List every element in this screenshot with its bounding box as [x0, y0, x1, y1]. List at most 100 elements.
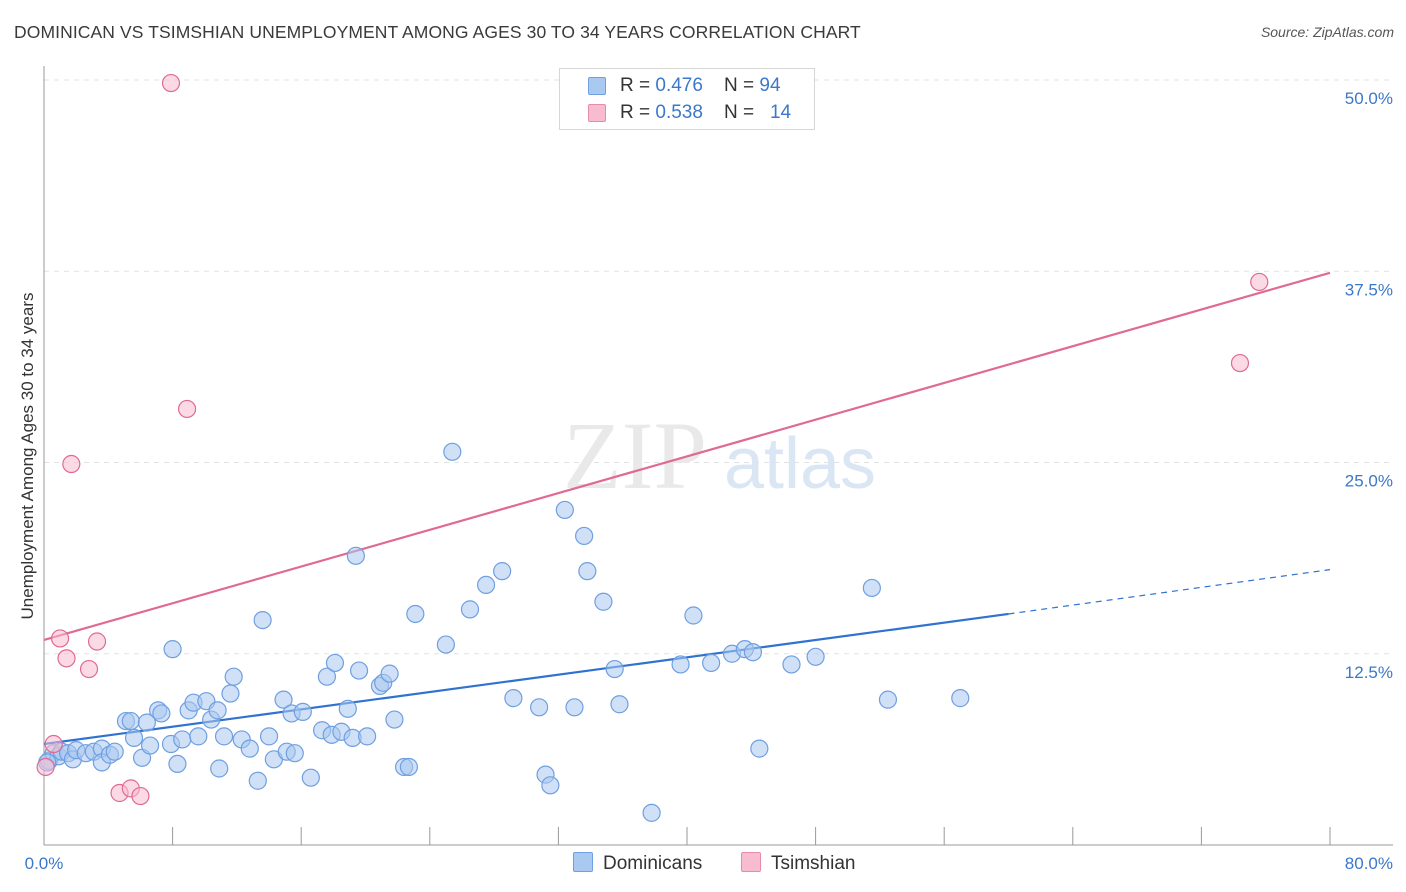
- point-tsimshian: [1250, 272, 1269, 292]
- source-label: Source: ZipAtlas.com: [1260, 24, 1394, 40]
- watermark-atlas: atlas: [724, 424, 876, 504]
- point-dominicans: [189, 727, 208, 746]
- point-dominicans: [173, 730, 192, 749]
- point-dominicans: [293, 702, 312, 721]
- point-dominicans: [605, 659, 624, 679]
- point-dominicans: [642, 803, 661, 822]
- point-tsimshian: [87, 632, 107, 651]
- legend-n-label: N =: [724, 102, 760, 123]
- legend-r-value: 0.538: [655, 102, 703, 123]
- point-dominicans: [224, 667, 243, 686]
- point-dominicans: [358, 727, 377, 746]
- legend-r-label: R =: [620, 75, 656, 96]
- point-tsimshian: [62, 454, 81, 474]
- point-dominicans: [152, 704, 171, 723]
- point-dominicans: [163, 640, 182, 659]
- y-tick-label: 25.0%: [1345, 472, 1393, 491]
- watermark: ZIP atlas: [563, 402, 876, 509]
- watermark-zip: ZIP: [563, 402, 707, 509]
- point-dominicans: [208, 701, 227, 720]
- point-dominicans: [140, 736, 160, 755]
- point-dominicans: [951, 689, 970, 708]
- chart-title: DOMINICAN VS TSIMSHIAN UNEMPLOYMENT AMON…: [14, 22, 861, 42]
- bottom-legend-label: Dominicans: [603, 853, 703, 874]
- y-axis-label: Unemployment Among Ages 30 to 34 years: [18, 292, 37, 620]
- point-dominicans: [349, 661, 369, 680]
- point-tsimshian: [36, 757, 55, 777]
- point-dominicans: [274, 690, 293, 709]
- bottom-legend-dominicans: Dominicans: [573, 852, 702, 875]
- point-dominicans: [121, 711, 140, 731]
- point-dominicans: [493, 562, 512, 581]
- point-dominicans: [806, 647, 825, 666]
- point-dominicans: [565, 698, 584, 717]
- y-tick-label: 37.5%: [1345, 280, 1393, 299]
- point-dominicans: [782, 655, 801, 674]
- point-tsimshian: [161, 73, 181, 93]
- legend-n-value: 14: [769, 102, 792, 123]
- point-tsimshian: [79, 659, 99, 679]
- bottom-legend-swatch-pink: [741, 852, 761, 872]
- point-dominicans: [530, 698, 549, 717]
- point-dominicans: [259, 727, 279, 746]
- bottom-legend-tsimshian: Tsimshian: [741, 852, 855, 875]
- point-dominicans: [702, 653, 721, 673]
- trend-line-tsimshian: [43, 271, 1331, 642]
- point-dominicans: [578, 562, 597, 581]
- point-dominicans: [743, 643, 763, 662]
- point-dominicans: [436, 635, 455, 654]
- point-tsimshian: [177, 399, 197, 419]
- point-dominicans: [504, 689, 523, 708]
- point-tsimshian: [44, 734, 63, 754]
- point-dominicans: [671, 655, 690, 674]
- point-dominicans: [476, 575, 496, 595]
- point-tsimshian: [1230, 353, 1250, 373]
- point-dominicans: [541, 776, 560, 795]
- legend: R = 0.476 N = 94 R = 0.538 N = 14: [559, 68, 815, 130]
- point-dominicans: [301, 768, 320, 787]
- point-dominicans: [610, 695, 629, 714]
- point-dominicans: [317, 667, 337, 686]
- point-dominicans: [124, 728, 144, 748]
- y-tick-label: 50.0%: [1345, 89, 1393, 108]
- point-dominicans: [878, 690, 898, 709]
- point-dominicans: [575, 526, 594, 546]
- legend-r-value: 0.476: [655, 75, 703, 96]
- legend-n-label: N =: [724, 75, 760, 96]
- point-tsimshian: [50, 629, 70, 648]
- grid-lines: [44, 79, 1393, 655]
- point-dominicans: [684, 606, 703, 625]
- x-tick-label: 0.0%: [25, 854, 64, 873]
- x-tick-label: 80.0%: [1345, 854, 1393, 873]
- y-tick-label: 12.5%: [1345, 663, 1393, 682]
- point-dominicans: [443, 442, 462, 461]
- legend-r-label: R =: [620, 102, 656, 123]
- point-dominicans: [253, 610, 272, 630]
- legend-swatch-pink: [588, 104, 606, 122]
- point-dominicans: [862, 578, 881, 598]
- point-dominicans: [221, 684, 240, 703]
- legend-n-value: 94: [759, 75, 781, 96]
- point-dominicans: [594, 592, 613, 611]
- point-tsimshian: [131, 786, 150, 806]
- point-dominicans: [399, 757, 419, 777]
- point-tsimshian: [57, 649, 76, 668]
- bottom-legend-label: Tsimshian: [771, 853, 856, 874]
- tick-labels: 12.5% 25.0% 37.5% 50.0% 0.0% 80.0%: [25, 89, 1393, 873]
- point-dominicans: [406, 604, 425, 624]
- point-dominicans: [325, 653, 345, 673]
- point-dominicans: [380, 664, 399, 683]
- point-dominicans: [338, 699, 357, 718]
- bottom-legend-swatch-blue: [573, 852, 593, 872]
- point-dominicans: [460, 600, 480, 619]
- point-dominicans: [214, 727, 234, 746]
- axes: [43, 66, 1393, 846]
- point-dominicans: [346, 546, 365, 565]
- point-dominicans: [105, 742, 124, 761]
- point-dominicans: [285, 744, 304, 763]
- point-dominicans: [555, 500, 574, 520]
- point-dominicans: [240, 739, 259, 758]
- point-dominicans: [248, 771, 267, 790]
- trend-line-dominicans: [43, 612, 1009, 746]
